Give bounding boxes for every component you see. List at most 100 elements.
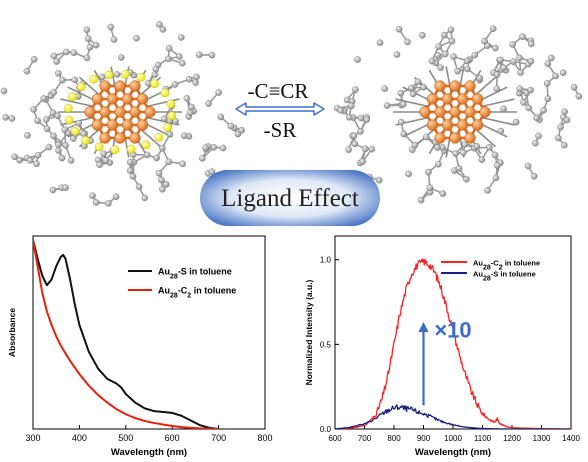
- sulfur-atom: [120, 69, 130, 79]
- carbon-atom: [165, 44, 173, 52]
- gold-atom: [456, 93, 469, 105]
- carbon-atom: [53, 58, 60, 65]
- carbon-atom: [208, 51, 216, 59]
- ligand-bond: [478, 122, 508, 138]
- gold-atom: [106, 119, 119, 131]
- molecule-au28-alkynyl-structure: [333, 25, 583, 204]
- x-tick-label: 500: [118, 433, 133, 443]
- carbon-atom: [530, 172, 538, 180]
- emission-chart: 600 700 800 900 1000 1100 1200 1300 1400 0.0 0.5 1.…: [304, 235, 580, 458]
- carbon-atom: [112, 193, 120, 201]
- carbon-atom: [557, 123, 564, 131]
- carbon-atom: [463, 57, 471, 65]
- sulfur-atom: [94, 142, 104, 152]
- carbon-atom: [442, 50, 449, 58]
- sulfur-atom: [166, 99, 176, 109]
- carbon-atom: [376, 39, 384, 46]
- gold-atom: [449, 106, 461, 118]
- carbon-atom: [33, 160, 40, 168]
- carbon-atom: [471, 51, 479, 59]
- legend-label: Au28-C2 in toluene: [473, 259, 540, 272]
- gold-atom: [456, 119, 469, 131]
- plot-frame: [32, 235, 266, 430]
- carbon-atom: [478, 156, 486, 163]
- gold-atom: [114, 106, 126, 118]
- carbon-atom: [183, 95, 191, 102]
- sulfur-atom: [150, 79, 160, 89]
- carbon-atom: [437, 64, 444, 71]
- carbon-atom: [527, 86, 534, 94]
- x-tick-label: 600: [328, 434, 342, 443]
- carbon-atom: [70, 49, 78, 57]
- carbon-atom: [107, 23, 115, 31]
- carbon-atom: [357, 114, 365, 122]
- series-line-au28-c2-in-toluene: [335, 258, 571, 429]
- carbon-atom: [533, 114, 540, 122]
- carbon-atom: [193, 73, 200, 81]
- carbon-atom: [70, 135, 77, 142]
- carbon-atom: [408, 84, 415, 92]
- carbon-atom: [337, 106, 344, 114]
- carbon-atom: [428, 57, 436, 65]
- carbon-atom: [397, 118, 405, 126]
- carbon-atom: [575, 92, 583, 100]
- carbon-atom: [381, 85, 388, 92]
- carbon-atom: [34, 151, 42, 159]
- carbon-atom: [55, 141, 62, 149]
- carbon-atom: [158, 176, 165, 184]
- carbon-atom: [59, 76, 66, 84]
- carbon-atom: [96, 161, 103, 168]
- carbon-atom: [105, 200, 112, 207]
- carbon-atom: [110, 36, 118, 43]
- y-tick-label: 1.0: [320, 256, 332, 265]
- carbon-atom: [86, 43, 94, 51]
- gold-atom: [129, 80, 141, 92]
- arrow-head-icon: [418, 322, 429, 333]
- carbon-atom: [409, 90, 417, 98]
- carbon-atom: [363, 116, 371, 123]
- carbon-atom: [143, 151, 151, 159]
- carbon-atom: [527, 57, 535, 65]
- carbon-atom: [162, 181, 170, 188]
- carbon-atom: [368, 145, 376, 153]
- carbon-atom: [92, 41, 100, 49]
- x-axis-label: Wavelength (nm): [415, 447, 491, 458]
- carbon-atom: [45, 143, 53, 151]
- gold-atom: [434, 80, 446, 92]
- gold-atom: [464, 132, 476, 144]
- carbon-atom: [435, 160, 442, 168]
- gold-atom: [84, 106, 96, 118]
- carbon-atom: [151, 71, 159, 78]
- carbon-atom: [83, 26, 91, 34]
- ligand-effect-label: Ligand Effect: [221, 185, 359, 212]
- carbon-atom: [500, 64, 507, 72]
- carbon-atom: [500, 105, 507, 113]
- gold-atom: [144, 106, 156, 118]
- carbon-atom: [83, 54, 91, 62]
- carbon-atom: [100, 150, 107, 157]
- carbon-atom: [179, 160, 186, 168]
- sulfur-atom: [167, 111, 177, 121]
- carbon-atom: [439, 190, 447, 197]
- enhancement-annotation: ×10: [434, 318, 471, 343]
- carbon-atom: [359, 158, 366, 165]
- ligand-exchange-arrow: -C≡CR -SR: [235, 79, 325, 142]
- x-tick-label: 1400: [562, 434, 580, 443]
- carbon-atom: [159, 26, 167, 33]
- sulfur-atom: [64, 115, 74, 125]
- x-tick-label: 400: [72, 433, 87, 443]
- carbon-atom: [227, 122, 235, 130]
- carbon-atom: [362, 145, 369, 153]
- carbon-atom: [210, 144, 218, 151]
- carbon-atom: [165, 55, 172, 63]
- carbon-atom: [561, 108, 568, 115]
- legend-label: Au28-S in toluene: [473, 270, 536, 283]
- carbon-atom: [350, 132, 358, 140]
- arrow-bottom-label: -SR: [264, 118, 297, 142]
- gold-atom: [479, 106, 491, 118]
- carbon-atom: [129, 173, 137, 180]
- carbon-atom: [450, 53, 457, 60]
- carbon-atom: [50, 52, 58, 60]
- gold-atom: [441, 93, 454, 105]
